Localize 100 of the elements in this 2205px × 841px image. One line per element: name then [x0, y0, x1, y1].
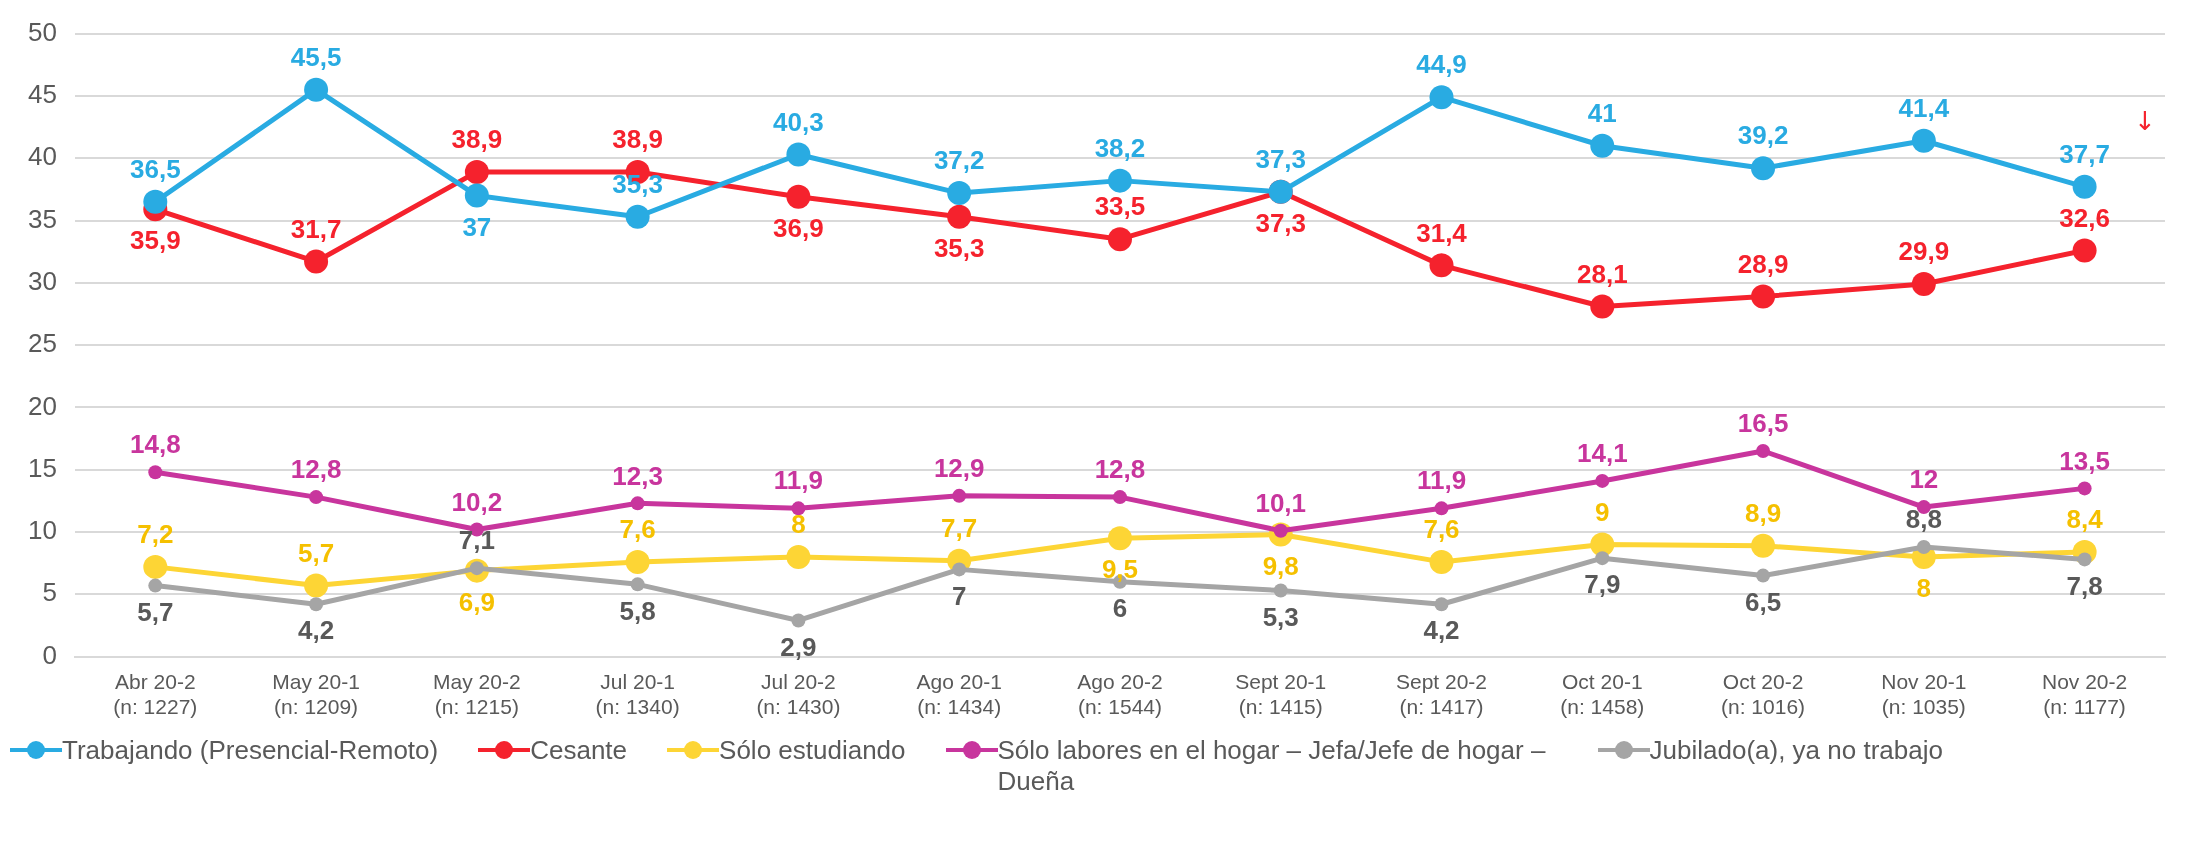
data-label: 38,9 [451, 124, 503, 155]
point [1911, 128, 1936, 153]
data-label: 6,5 [1744, 586, 1782, 617]
point [464, 183, 489, 208]
x-tick-label: Ago 20-1 (n: 1434) [916, 670, 1002, 719]
point [143, 189, 168, 214]
data-label: 11,9 [1416, 465, 1467, 496]
point [1916, 539, 1931, 554]
data-label: 38,2 [1094, 132, 1146, 163]
data-label: 28,1 [1576, 258, 1628, 289]
x-tick-label: Sept 20-2 (n: 1417) [1395, 670, 1488, 719]
point [1911, 272, 1936, 297]
data-label: 7 [951, 580, 967, 611]
x-tick-label: Oct 20-1 (n: 1458) [1560, 670, 1645, 719]
legend-label: Trabajando (Presencial-Remoto) [62, 735, 439, 766]
point [1756, 444, 1771, 459]
point [952, 562, 967, 577]
point [304, 249, 329, 274]
point [1434, 501, 1449, 516]
data-label: 8 [1916, 573, 1932, 604]
point [1595, 551, 1610, 566]
point [1107, 168, 1132, 193]
point [952, 488, 967, 503]
data-label: 9 [1595, 496, 1610, 527]
data-label: 39,2 [1737, 120, 1789, 151]
data-label: 7,9 [1584, 569, 1621, 600]
data-label: 14,8 [130, 429, 181, 460]
y-tick-label: 15 [28, 452, 57, 483]
legend-label: Cesante [530, 735, 628, 766]
data-label: 9,5 [1101, 554, 1139, 585]
x-tick-label: Ago 20-2 (n: 1544) [1077, 670, 1163, 719]
data-label: 13,5 [2059, 445, 2110, 476]
data-label: 41,4 [1898, 92, 1950, 123]
y-tick-label: 5 [42, 577, 57, 608]
data-label: 38,9 [612, 124, 663, 155]
point [786, 184, 811, 209]
data-label: 36,9 [773, 213, 824, 243]
y-tick-label: 20 [28, 390, 57, 421]
point [791, 613, 806, 628]
data-label: 40,3 [773, 106, 824, 137]
x-tick-label: May 20-1 (n: 1209) [272, 670, 360, 719]
point [1590, 133, 1615, 158]
point [1273, 583, 1288, 598]
data-label: 8,9 [1744, 497, 1782, 528]
point [2072, 238, 2097, 263]
x-tick-label: Oct 20-2 (n: 1016) [1721, 670, 1806, 719]
data-label: 44,9 [1416, 49, 1467, 80]
data-label: 12,3 [612, 460, 663, 491]
point [2072, 174, 2097, 199]
data-label: 7,8 [2066, 570, 2103, 601]
point [1756, 568, 1771, 583]
data-label: 10,1 [1255, 487, 1307, 518]
point [148, 465, 163, 480]
y-tick-label: 0 [42, 639, 57, 670]
data-label: 37,2 [933, 145, 985, 176]
point [309, 490, 324, 505]
data-label: 4,2 [1423, 615, 1460, 646]
point [1107, 526, 1132, 551]
data-label: 5,7 [137, 596, 174, 627]
x-tick-label: May 20-2 (n: 1215) [433, 670, 521, 719]
data-label: 12,8 [290, 454, 342, 485]
point [304, 573, 329, 598]
x-tick-label: Nov 20-2 (n: 1177) [2042, 670, 2128, 719]
point [625, 204, 650, 229]
point [1751, 284, 1776, 309]
data-label: 31,7 [290, 213, 342, 244]
data-label: 37,3 [1255, 208, 1307, 239]
data-label: 8,8 [1905, 504, 1942, 535]
data-label: 37,7 [2059, 139, 2110, 170]
y-tick-label: 45 [28, 79, 57, 110]
point [2077, 481, 2092, 496]
data-label: 37 [462, 211, 492, 242]
point [1107, 227, 1132, 252]
data-label: 7,7 [941, 512, 978, 543]
data-label: 12,9 [933, 453, 985, 484]
data-label: 7,1 [458, 525, 495, 556]
x-tick-label: Jul 20-2 (n: 1430) [756, 670, 841, 719]
point [1429, 253, 1454, 278]
x-tick-label: Abr 20-2 (n: 1227) [113, 670, 198, 719]
point [2077, 552, 2092, 567]
y-tick-label: 40 [28, 141, 57, 172]
point [1595, 473, 1610, 488]
point [630, 496, 645, 511]
point [630, 577, 645, 592]
point [625, 549, 650, 574]
data-label: 7,6 [619, 514, 656, 545]
data-label: 8,4 [2066, 504, 2104, 535]
legend-label: Sólo labores en el hogar – Jefa/Jefe de hogar – Dueña [997, 735, 1547, 797]
data-label: 41 [1587, 97, 1617, 128]
point [464, 159, 489, 184]
data-label: 14,1 [1576, 438, 1628, 469]
data-label: 8 [791, 509, 806, 540]
point [1112, 490, 1127, 505]
x-tick-label: Jul 20-1 (n: 1340) [595, 670, 680, 719]
data-label: 37,3 [1255, 144, 1307, 175]
point [1590, 532, 1615, 557]
point [1429, 549, 1454, 574]
point [1751, 533, 1776, 558]
y-tick-label: 35 [28, 203, 57, 234]
point [947, 204, 972, 229]
